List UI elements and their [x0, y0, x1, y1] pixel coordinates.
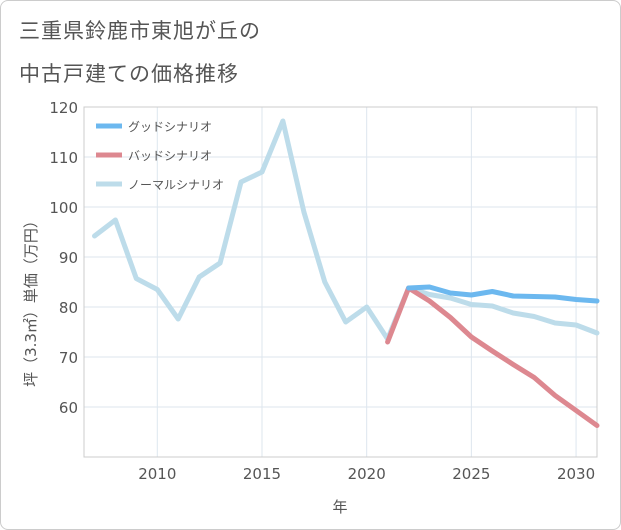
legend-label: ノーマルシナリオ: [128, 178, 224, 192]
plot-frame: [83, 106, 598, 458]
x-tick-label: 2025: [452, 465, 490, 483]
x-tick-label: 2030: [557, 465, 595, 483]
y-tick-label: 120: [49, 99, 78, 117]
y-tick-label: 100: [49, 199, 78, 217]
y-tick-label: 110: [49, 149, 78, 167]
tick-labels: 60 70 80 90 100 110 120 2010 2015 2020 2025 2030: [49, 99, 595, 483]
chart-title-line-2: 中古戸建ての価格推移: [19, 62, 239, 86]
y-tick-label: 60: [59, 399, 78, 417]
y-tick-label: 70: [59, 349, 78, 367]
y-axis-title: 坪（3.3㎡）単価（万円）: [22, 213, 40, 387]
x-tick-label: 2020: [348, 465, 386, 483]
x-tick-label: 2015: [243, 465, 281, 483]
series-line-normal: [92, 118, 600, 342]
series-line-bad: [385, 285, 600, 428]
series-line-good: [406, 284, 600, 304]
chart-title-line-1: 三重県鈴鹿市東旭が丘の: [19, 19, 261, 43]
y-tick-label: 90: [59, 249, 78, 267]
y-tick-label: 80: [59, 299, 78, 317]
series-lines: [92, 118, 600, 428]
x-axis-title: 年: [332, 498, 347, 516]
legend-label: グッドシナリオ: [128, 120, 212, 134]
x-tick-label: 2010: [138, 465, 176, 483]
legend-label: バッドシナリオ: [128, 149, 212, 163]
